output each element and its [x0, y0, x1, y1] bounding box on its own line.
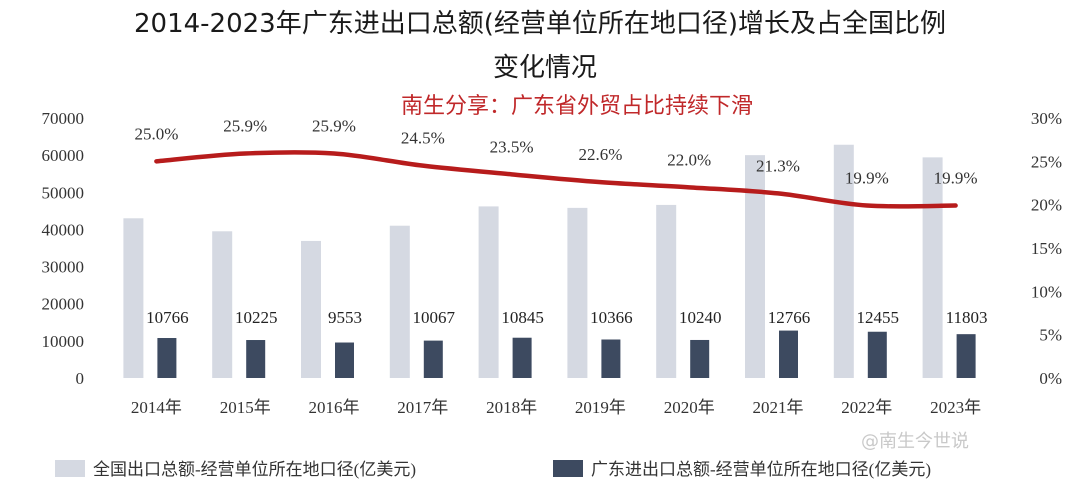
y-left-tick-label: 70000	[42, 109, 85, 128]
bar-guangdong-7	[690, 339, 710, 378]
bar-national-10	[922, 157, 943, 378]
x-tick-label: 2016年	[309, 398, 360, 417]
bar-national-3	[301, 240, 321, 378]
y-left-tick-label: 60000	[42, 146, 85, 165]
share-value-label: 19.9%	[845, 169, 889, 188]
y-right-tick-label: 5%	[1039, 326, 1062, 345]
share-value-label: 25.9%	[223, 117, 267, 136]
share-value-label: 23.5%	[490, 137, 534, 156]
bar-guangdong-8	[779, 330, 798, 378]
bar-value-label: 10845	[501, 308, 544, 327]
bar-guangdong-5	[512, 337, 532, 378]
bar-value-label: 10240	[679, 308, 722, 327]
bar-value-label: 12766	[768, 308, 811, 327]
bar-value-label: 10366	[590, 308, 633, 327]
bar-value-label: 10766	[146, 308, 189, 327]
share-value-label: 22.0%	[667, 150, 711, 169]
legend-swatch-national	[55, 460, 85, 477]
bar-guangdong-4	[423, 340, 443, 378]
share-value-label: 25.0%	[134, 124, 178, 143]
bar-guangdong-6	[601, 339, 621, 378]
x-tick-label: 2017年	[397, 398, 448, 417]
legend-swatch-guangdong	[553, 460, 583, 477]
x-tick-label: 2022年	[841, 398, 892, 417]
bar-guangdong-10	[956, 334, 976, 378]
y-right-tick-label: 20%	[1031, 196, 1062, 215]
share-value-label: 24.5%	[401, 129, 445, 148]
series-share-line	[154, 150, 958, 209]
y-left-tick-label: 30000	[42, 258, 85, 277]
y-right-tick-label: 0%	[1039, 369, 1062, 388]
bar-guangdong-3	[335, 342, 354, 378]
x-axis: 2014年 2015年 2016年 2017年 2018年 2019年 2020年 2021年…	[131, 398, 981, 417]
share-value-label: 22.6%	[578, 145, 622, 164]
bar-value-label: 10067	[413, 308, 456, 327]
chart-subtitle: 南生分享：广东省外贸占比持续下滑	[401, 94, 753, 119]
x-tick-label: 2015年	[220, 398, 271, 417]
bar-value-label: 11803	[946, 308, 988, 327]
share-value-label: 19.9%	[934, 169, 978, 188]
bar-guangdong-2	[246, 340, 266, 378]
x-tick-label: 2018年	[486, 398, 537, 417]
chart-title: 2014-2023年广东进出口总额(经营单位所在地口径)增长及占全国比例	[134, 9, 946, 39]
share-line	[154, 150, 958, 209]
x-tick-label: 2023年	[930, 398, 981, 417]
y-right-tick-label: 30%	[1031, 109, 1062, 128]
chart-title-line2: 变化情况	[493, 53, 597, 83]
series-guangdong-bars	[157, 330, 976, 378]
line-value-labels: 25.0% 25.9% 25.9% 24.5% 23.5% 22.6% 22.0% 21.3%…	[134, 117, 977, 188]
x-tick-label: 2021年	[753, 398, 804, 417]
bar-national-7	[656, 204, 677, 378]
x-tick-label: 2019年	[575, 398, 626, 417]
bar-national-4	[389, 225, 410, 378]
legend-label-national: 全国出口总额-经营单位所在地口径(亿美元)	[93, 460, 416, 479]
legend: 全国出口总额-经营单位所在地口径(亿美元) 广东进出口总额-经营单位所在地口径(亿…	[55, 460, 931, 479]
y-axis-right: 0% 5% 10% 15% 20% 25% 30%	[1031, 109, 1062, 388]
y-right-tick-label: 10%	[1031, 282, 1062, 301]
bar-guangdong-1	[157, 338, 177, 378]
bar-national-6	[567, 207, 588, 378]
x-tick-label: 2014年	[131, 398, 182, 417]
bar-guangdong-9	[867, 331, 887, 378]
y-left-tick-label: 50000	[42, 183, 85, 202]
legend-label-guangdong: 广东进出口总额-经营单位所在地口径(亿美元)	[591, 460, 931, 479]
y-left-tick-label: 20000	[42, 295, 85, 314]
y-left-tick-label: 10000	[42, 332, 85, 351]
bar-value-label: 12455	[857, 308, 900, 327]
bar-value-label: 10225	[235, 308, 278, 327]
y-right-tick-label: 25%	[1031, 152, 1062, 171]
bar-national-2	[212, 231, 233, 378]
bar-national-5	[478, 206, 499, 378]
y-axis-left: 0 10000 20000 30000 40000 50000 60000 70000	[42, 109, 85, 388]
y-left-tick-label: 40000	[42, 220, 85, 239]
y-left-tick-label: 0	[76, 369, 85, 388]
share-value-label: 25.9%	[312, 117, 356, 136]
bar-national-1	[123, 218, 144, 378]
x-tick-label: 2020年	[664, 398, 715, 417]
bar-value-labels: 10766 10225 9553 10067 10845 10366 10240 12766 1…	[146, 308, 987, 327]
watermark-text: @南生今世说	[861, 431, 969, 452]
y-right-tick-label: 15%	[1031, 239, 1062, 258]
bar-national-8	[745, 155, 765, 378]
bar-value-label: 9553	[328, 308, 362, 327]
share-value-label: 21.3%	[756, 156, 800, 175]
